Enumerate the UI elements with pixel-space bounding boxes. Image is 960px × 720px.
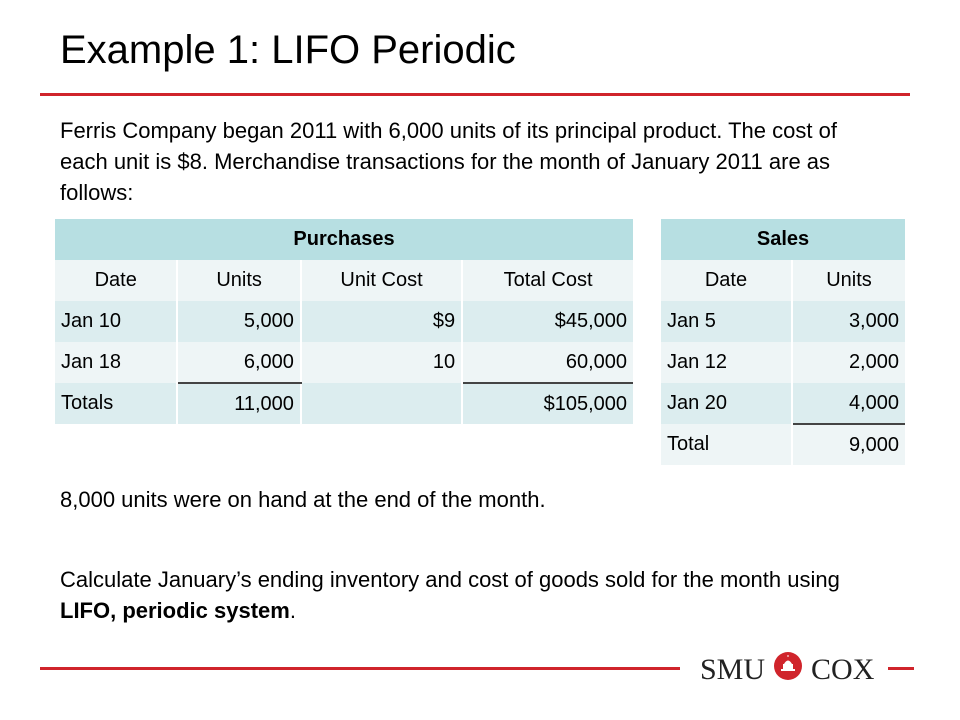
purchase-total-cost: $45,000 [462, 301, 633, 342]
purchases-header-unit-cost: Unit Cost [300, 260, 464, 301]
purchase-total-unit-cost [300, 383, 464, 424]
sale-units: 4,000 [791, 383, 905, 425]
purchase-grand-total-cost: $105,000 [462, 383, 633, 424]
table-row: Jan 5 3,000 [661, 301, 905, 342]
instruction-emphasis: LIFO, periodic system [60, 598, 290, 623]
instruction-paragraph: Calculate January’s ending inventory and… [60, 564, 880, 626]
sale-total-units: 9,000 [791, 424, 905, 465]
footer-divider-left [40, 667, 680, 670]
table-row-totals: Total 9,000 [661, 424, 905, 465]
purchase-total-units: 11,000 [177, 383, 302, 424]
sale-units: 3,000 [791, 301, 905, 342]
instruction-text: Calculate January’s ending inventory and… [60, 567, 840, 592]
sales-table: Sales Date Units Jan 5 3,000 Jan 12 2,00… [661, 219, 905, 465]
table-row: Jan 12 2,000 [661, 342, 905, 383]
sale-total-label: Total [661, 424, 793, 465]
logo-smu-text: SMU [700, 653, 766, 686]
purchase-totals-label: Totals [55, 383, 179, 424]
slide-title: Example 1: LIFO Periodic [60, 28, 516, 72]
purchases-table: Purchases Date Units Unit Cost Total Cos… [55, 219, 633, 424]
sales-header-units: Units [791, 260, 905, 301]
sale-date: Jan 12 [661, 342, 793, 383]
smu-dome-seal-icon [773, 651, 803, 689]
table-row-totals: Totals 11,000 $105,000 [55, 383, 633, 424]
units-on-hand-note: 8,000 units were on hand at the end of t… [60, 487, 546, 512]
sales-table-title: Sales [661, 219, 905, 260]
purchase-units: 6,000 [177, 342, 302, 384]
table-row: Jan 10 5,000 $9 $45,000 [55, 301, 633, 342]
table-row: Jan 20 4,000 [661, 383, 905, 425]
purchase-total-cost: 60,000 [462, 342, 633, 384]
sales-header-date: Date [661, 260, 793, 301]
sale-date: Jan 20 [661, 383, 793, 424]
table-row: Jan 18 6,000 10 60,000 [55, 342, 633, 384]
purchases-header-date: Date [55, 260, 179, 301]
purchase-date: Jan 18 [55, 342, 179, 383]
purchase-date: Jan 10 [55, 301, 179, 342]
purchase-unit-cost: 10 [300, 342, 464, 383]
intro-paragraph: Ferris Company began 2011 with 6,000 uni… [60, 118, 837, 205]
footer-divider-right [888, 667, 914, 670]
purchase-unit-cost: $9 [300, 301, 464, 342]
purchases-header-total-cost: Total Cost [462, 260, 633, 301]
logo-cox-text: COX [811, 653, 875, 686]
title-divider [40, 93, 910, 96]
smu-cox-logo: SMU COX [700, 650, 874, 690]
purchase-units: 5,000 [177, 301, 302, 342]
sale-date: Jan 5 [661, 301, 793, 342]
sale-units: 2,000 [791, 342, 905, 383]
purchases-header-units: Units [177, 260, 302, 301]
purchases-table-title: Purchases [55, 219, 633, 260]
instruction-end: . [289, 598, 296, 623]
